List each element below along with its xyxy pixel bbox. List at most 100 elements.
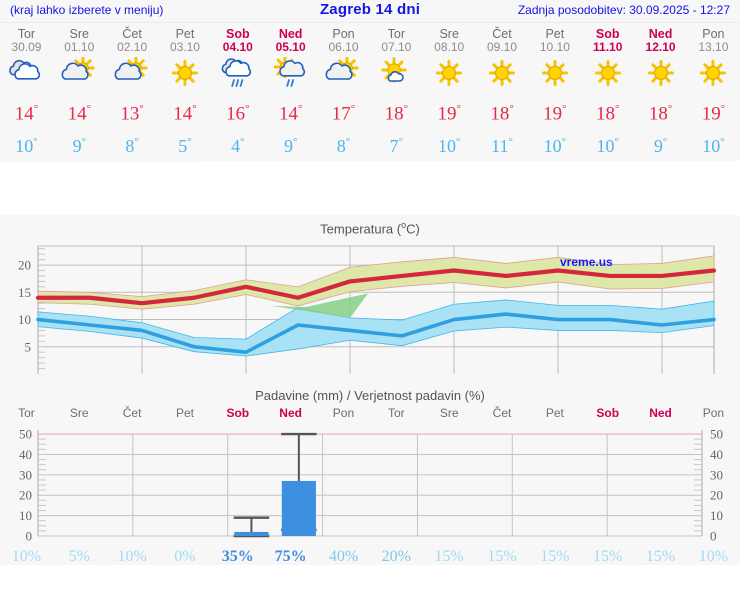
forecast-day-date: 01.10 bbox=[64, 40, 95, 54]
temperature-chart-plot: 5 10 15 20 vreme.us bbox=[0, 238, 740, 386]
forecast-min-temp: 10° bbox=[543, 136, 567, 157]
precip-probability-value: 10% bbox=[117, 548, 147, 565]
forecast-max-temp: 13° bbox=[120, 103, 144, 125]
precip-y-tick-right: 10 bbox=[710, 508, 723, 523]
cloudy-icon bbox=[0, 54, 53, 94]
section-divider bbox=[0, 161, 740, 215]
forecast-min-temp: 10° bbox=[437, 136, 461, 157]
precip-y-tick-right: 20 bbox=[710, 488, 723, 503]
forecast-max-temp: 18° bbox=[596, 103, 620, 125]
partly-sunny-icon bbox=[106, 54, 159, 94]
precip-probability-value: 15% bbox=[645, 548, 676, 565]
temperature-chart-title: Temperatura (oC) bbox=[0, 215, 740, 238]
forecast-day-date: 04.10 bbox=[222, 40, 253, 54]
precip-y-tick-right: 0 bbox=[710, 529, 717, 544]
precip-y-tick-left: 30 bbox=[19, 467, 32, 482]
precip-day-label: Čet bbox=[492, 406, 512, 420]
precip-day-label: Sre bbox=[69, 406, 89, 420]
temperature-chart-title-text: Temperatura ( bbox=[320, 221, 402, 237]
forecast-max-temp: 19° bbox=[437, 103, 461, 125]
forecast-min-temp: 7° bbox=[389, 136, 404, 157]
precip-probability-value: 35% bbox=[221, 548, 254, 565]
forecast-min-temp: 10° bbox=[15, 136, 38, 157]
forecast-max-temp: 17° bbox=[331, 103, 356, 125]
page-title: Zagreb 14 dni bbox=[319, 1, 421, 18]
sunny-icon bbox=[634, 54, 687, 94]
forecast-icons-row bbox=[0, 54, 740, 94]
forecast-day-date: 30.09 bbox=[11, 40, 42, 54]
forecast-day-name: Sob bbox=[595, 27, 620, 41]
sun-small-cloud-icon bbox=[370, 54, 423, 94]
precip-day-label: Čet bbox=[122, 406, 142, 420]
precip-probability-value: 10% bbox=[11, 548, 42, 565]
precip-probability-value: 20% bbox=[381, 548, 411, 565]
precip-day-label: Pon bbox=[702, 406, 725, 420]
precip-day-label: Tor bbox=[18, 406, 35, 420]
forecast-max-temp: 14° bbox=[173, 103, 197, 125]
sunny-icon bbox=[159, 54, 212, 94]
precipitation-chart-plot: 0 0 10 10 20 20 30 30 40 40 50 50 bbox=[0, 424, 740, 546]
forecast-day-date: 12.10 bbox=[645, 40, 676, 54]
degree-superscript: o bbox=[401, 220, 407, 230]
forecast-min-temp: 8° bbox=[336, 136, 351, 157]
forecast-min-temp: 9° bbox=[72, 136, 86, 157]
forecast-max-temp: 14° bbox=[278, 103, 303, 125]
precip-bar bbox=[234, 531, 269, 536]
sunny-icon bbox=[476, 54, 529, 94]
precip-probability-value: 15% bbox=[540, 548, 570, 565]
forecast-day-date: 07.10 bbox=[381, 40, 412, 54]
location-hint: (kraj lahko izberete v meniju) bbox=[10, 3, 164, 17]
forecast-day-name: Ned bbox=[648, 27, 673, 41]
forecast-min-temp: 9° bbox=[283, 136, 298, 157]
precip-probability-value: 40% bbox=[328, 548, 359, 565]
precipitation-chart-svg: 0 0 10 10 20 20 30 30 40 40 50 50 bbox=[0, 424, 740, 546]
precip-y-tick-left: 10 bbox=[19, 508, 32, 523]
precip-bar bbox=[281, 480, 316, 536]
temp-y-tick: 15 bbox=[18, 285, 31, 300]
forecast-max-temp: 19° bbox=[701, 103, 726, 125]
forecast-max-temp: 14° bbox=[67, 103, 91, 125]
forecast-min-temp: 10° bbox=[596, 136, 619, 157]
forecast-day-date: 06.10 bbox=[328, 40, 359, 54]
precip-y-tick-left: 50 bbox=[19, 427, 32, 442]
forecast-max-temp: 19° bbox=[543, 103, 567, 125]
sun-rain-icon bbox=[264, 54, 317, 94]
forecast-day-date: 09.10 bbox=[487, 40, 518, 54]
forecast-day-date: 13.10 bbox=[698, 40, 729, 54]
forecast-day-date: 10.10 bbox=[539, 40, 570, 54]
precip-y-tick-left: 40 bbox=[19, 447, 32, 462]
forecast-day-name: Pon bbox=[702, 27, 725, 41]
forecast-min-temp: 9° bbox=[653, 136, 668, 157]
forecast-min-temp: 5° bbox=[178, 136, 192, 157]
precipitation-day-labels: Tor Sre Čet Pet Sob Ned Pon Tor Sre Čet Pet Sob Ned P… bbox=[0, 406, 740, 424]
precip-probability-value: 15% bbox=[487, 548, 517, 565]
temp-y-tick: 5 bbox=[25, 339, 32, 354]
precip-y-tick-left: 0 bbox=[26, 529, 33, 544]
temp-y-tick: 20 bbox=[18, 258, 31, 273]
forecast-table: Tor Sre Čet Pet Sob Ned Pon Tor Sre Čet Pet Sob Ned P… bbox=[0, 23, 740, 161]
precip-probability-value: 75% bbox=[274, 548, 307, 565]
temperature-chart-title-tail: C) bbox=[406, 221, 420, 237]
sunny-icon bbox=[581, 54, 634, 94]
precip-day-label: Sob bbox=[226, 406, 250, 420]
forecast-day-name: Tor bbox=[17, 27, 36, 41]
precip-day-label: Pon bbox=[332, 406, 355, 420]
forecast-max-temp-row: 14° 14° 13° 14° 16° 14° 17° 18° 19° 18° 19° 18° 18° 1… bbox=[0, 94, 740, 129]
forecast-min-temp-row: 10° 9° 8° 5° 4° 9° 8° 7° 10° 11° 10° 10° 9° 10° bbox=[0, 129, 740, 159]
page-header: (kraj lahko izberete v meniju) Zagreb 14… bbox=[0, 0, 740, 23]
forecast-day-name: Čet bbox=[492, 27, 512, 41]
precipitation-chart-section: Padavine (mm) / Verjetnost padavin (%) T… bbox=[0, 383, 740, 565]
forecast-day-date: 02.10 bbox=[117, 40, 148, 54]
precip-y-tick-right: 40 bbox=[710, 447, 723, 462]
forecast-min-temp: 4° bbox=[231, 136, 245, 157]
partly-sunny-icon bbox=[53, 54, 106, 94]
forecast-max-temp: 18° bbox=[648, 103, 673, 125]
forecast-day-name: Ned bbox=[278, 27, 303, 41]
precip-y-tick-right: 30 bbox=[710, 467, 723, 482]
precip-probability-value: 15% bbox=[593, 548, 623, 565]
forecast-min-temp: 8° bbox=[125, 136, 139, 157]
last-updated: Zadnja posodobitev: 30.09.2025 - 12:27 bbox=[517, 3, 730, 17]
precip-y-tick-left: 20 bbox=[19, 488, 32, 503]
temperature-chart-section: Temperatura (oC) 5 10 15 20 vreme.us bbox=[0, 215, 740, 386]
